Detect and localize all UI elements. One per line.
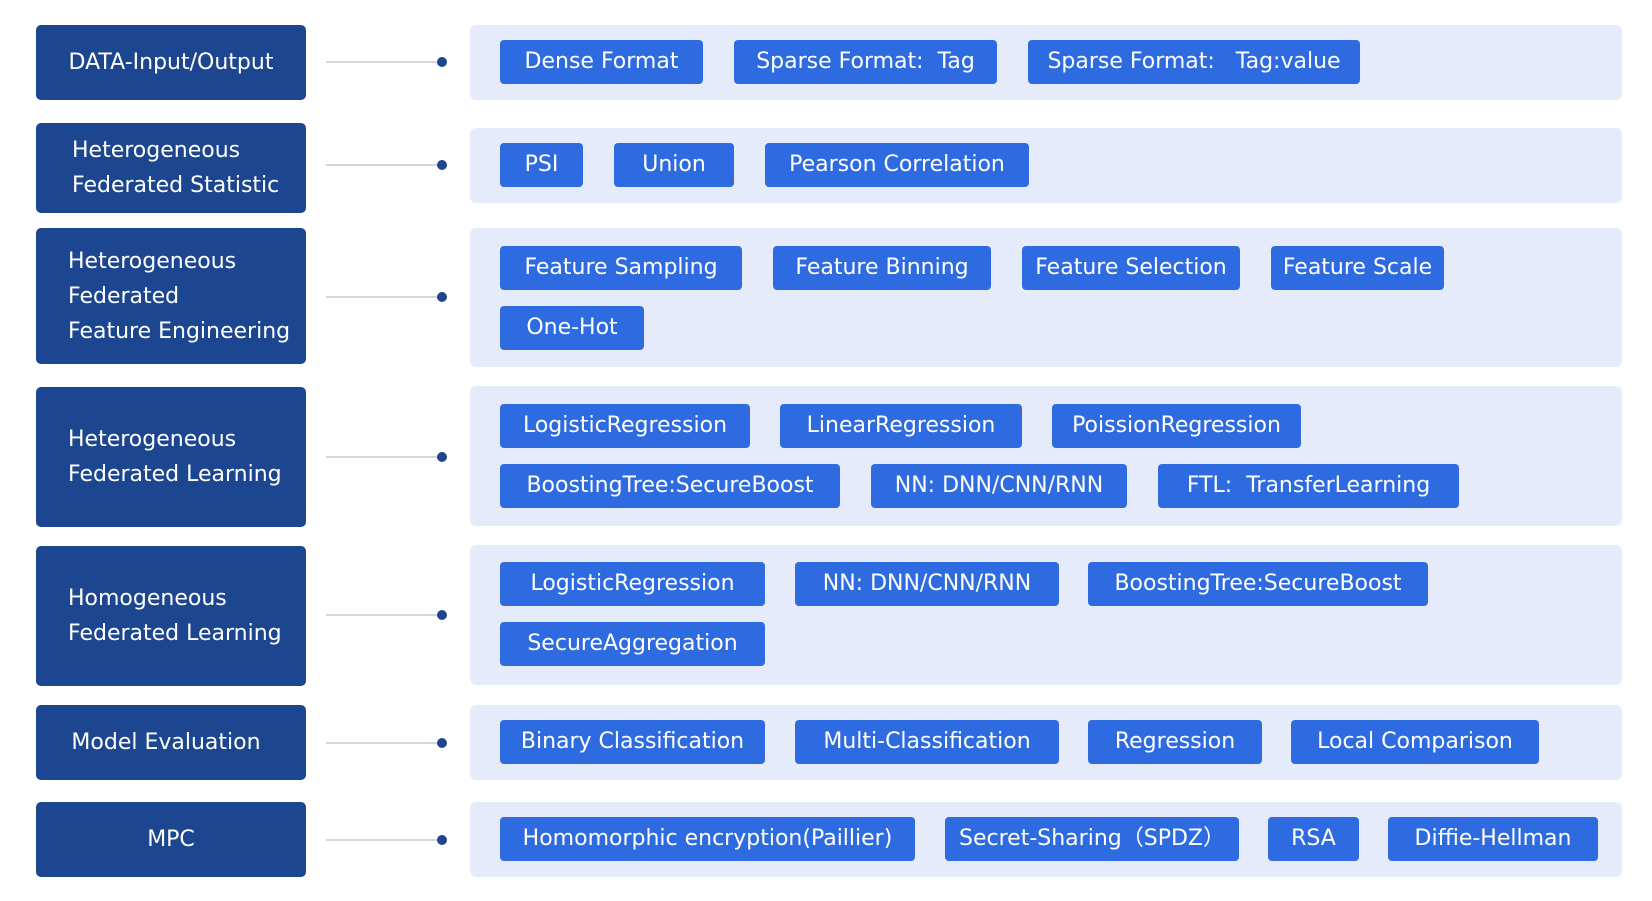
tag-rsa: RSA (1268, 817, 1359, 861)
category-label: Model Evaluation (71, 730, 261, 755)
tag-dense-format: Dense Format (500, 40, 703, 84)
connector-line (326, 456, 442, 458)
tag-feature-selection: Feature Selection (1022, 246, 1240, 290)
category-model-evaluation: Model Evaluation (36, 705, 306, 780)
row-heterogeneous-feature-engineering: Heterogeneous Federated Feature Engineer… (0, 228, 1652, 367)
category-data-input-output: DATA-Input/Output (36, 25, 306, 100)
tag-diffie-hellman: Diffie-Hellman (1388, 817, 1598, 861)
row-data-input-output: DATA-Input/Output Dense Format Sparse Fo… (0, 25, 1652, 100)
category-heterogeneous-federated-statistic: Heterogeneous Federated Statistic (36, 123, 306, 213)
tag-nn-dnn-cnn-rnn: NN: DNN/CNN/RNN (795, 562, 1059, 606)
tag-linear-regression: LinearRegression (780, 404, 1022, 448)
row-heterogeneous-federated-statistic: Heterogeneous Federated Statistic PSI Un… (0, 123, 1652, 213)
connector-dot (437, 452, 447, 462)
category-label: DATA-Input/Output (68, 50, 274, 75)
connector-dot (437, 835, 447, 845)
row-model-evaluation: Model Evaluation Binary Classification M… (0, 705, 1652, 780)
tag-feature-scale: Feature Scale (1271, 246, 1444, 290)
row-mpc: MPC Homomorphic encryption(Paillier) Sec… (0, 802, 1652, 877)
connector-dot (437, 292, 447, 302)
tag-sparse-format-tag-value: Sparse Format: Tag:value (1028, 40, 1360, 84)
connector-line (326, 61, 442, 63)
category-heterogeneous-federated-learning: Heterogeneous Federated Learning (36, 387, 306, 527)
tag-logistic-regression: LogisticRegression (500, 562, 765, 606)
connector-line (326, 742, 442, 744)
tag-homomorphic-encryption: Homomorphic encryption(Paillier) (500, 817, 915, 861)
tag-secure-aggregation: SecureAggregation (500, 622, 765, 666)
tag-logistic-regression: LogisticRegression (500, 404, 750, 448)
category-label: MPC (147, 827, 195, 852)
tag-union: Union (614, 143, 734, 187)
connector-line (326, 614, 442, 616)
tag-binary-classification: Binary Classification (500, 720, 765, 764)
tag-sparse-format-tag: Sparse Format: Tag (734, 40, 997, 84)
tag-multi-classification: Multi-Classification (795, 720, 1059, 764)
tag-nn-dnn-cnn-rnn: NN: DNN/CNN/RNN (871, 464, 1127, 508)
row-heterogeneous-federated-learning: Heterogeneous Federated Learning Logisti… (0, 386, 1652, 527)
tag-boostingtree-secureboost: BoostingTree:SecureBoost (500, 464, 840, 508)
row-homogeneous-federated-learning: Homogeneous Federated Learning LogisticR… (0, 545, 1652, 686)
category-label: Heterogeneous Federated Statistic (72, 138, 280, 198)
tag-feature-binning: Feature Binning (773, 246, 991, 290)
connector-line (326, 164, 442, 166)
category-mpc: MPC (36, 802, 306, 877)
tag-secret-sharing: Secret-Sharing（SPDZ） (945, 817, 1239, 861)
connector-line (326, 296, 442, 298)
connector-dot (437, 738, 447, 748)
connector-line (326, 839, 442, 841)
category-label: Heterogeneous Federated Feature Engineer… (68, 248, 291, 344)
tag-one-hot: One-Hot (500, 306, 644, 350)
connector-dot (437, 57, 447, 67)
tag-psi: PSI (500, 143, 583, 187)
connector-dot (437, 160, 447, 170)
tag-regression: Regression (1088, 720, 1262, 764)
tag-poission-regression: PoissionRegression (1052, 404, 1301, 448)
category-label: Heterogeneous Federated Learning (68, 427, 282, 487)
category-heterogeneous-feature-engineering: Heterogeneous Federated Feature Engineer… (36, 228, 306, 364)
category-label: Homogeneous Federated Learning (68, 586, 282, 646)
tag-ftl-transfer-learning: FTL: TransferLearning (1158, 464, 1459, 508)
connector-dot (437, 610, 447, 620)
tag-pearson-correlation: Pearson Correlation (765, 143, 1029, 187)
tag-local-comparison: Local Comparison (1291, 720, 1539, 764)
tag-feature-sampling: Feature Sampling (500, 246, 742, 290)
category-homogeneous-federated-learning: Homogeneous Federated Learning (36, 546, 306, 686)
tag-boostingtree-secureboost: BoostingTree:SecureBoost (1088, 562, 1428, 606)
